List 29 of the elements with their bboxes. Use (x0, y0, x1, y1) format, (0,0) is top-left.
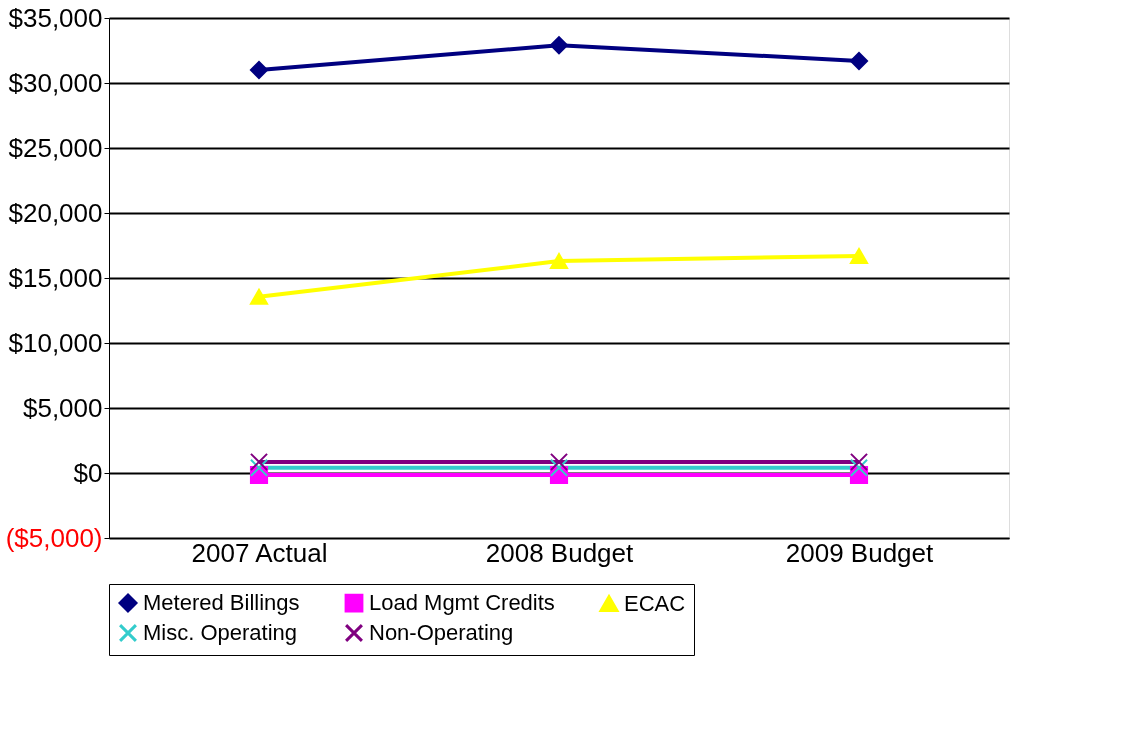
y-tick-label: $20,000 (8, 197, 103, 228)
y-tick-label: ($5,000) (5, 522, 103, 553)
y-tick-label: $25,000 (8, 132, 103, 163)
legend-label: Metered Billings (143, 590, 300, 616)
y-tick-label: $5,000 (22, 392, 103, 423)
point (549, 36, 569, 55)
y-tick-label: $0 (73, 457, 103, 488)
legend-label: Misc. Operating (143, 620, 298, 645)
point (249, 452, 269, 472)
x-tick-label: 2008 Budget (485, 537, 635, 568)
x-tick-label: 2007 Actual (191, 537, 328, 568)
legend-label: ECAC (624, 590, 686, 616)
point (249, 288, 269, 305)
y-tick-label: $35,000 (8, 2, 103, 33)
point (849, 458, 869, 477)
point (549, 458, 569, 477)
x-tick-label: 2009 Budget (785, 537, 935, 568)
legend-label: Load Mgmt Credits (369, 590, 555, 616)
point (249, 60, 269, 80)
point (549, 253, 569, 270)
y-tick-label: $15,000 (8, 262, 103, 293)
y-tick-label: $30,000 (8, 67, 103, 98)
y-tick-label: $10,000 (8, 327, 103, 358)
point (849, 452, 869, 472)
point (549, 452, 569, 472)
point (849, 247, 869, 264)
legend-label: Non-Operating (369, 620, 514, 645)
point (849, 51, 869, 70)
point (249, 458, 269, 477)
